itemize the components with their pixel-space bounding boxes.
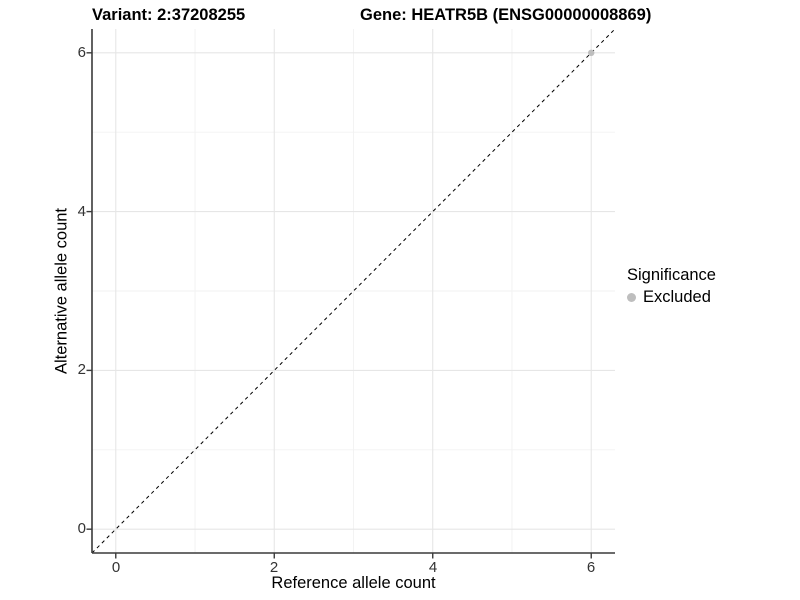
x-tick-label-6: 6 [586,559,596,576]
legend-entry-label: Excluded [643,288,711,306]
x-tick-label-4: 4 [428,559,438,576]
data-point-excluded [588,49,595,57]
y-tick-label-0: 0 [77,520,86,537]
y-tick-label-6: 6 [77,44,86,61]
legend-entry-excluded: Excluded [627,288,716,307]
y-tick-label-2: 2 [77,361,86,378]
y-axis-title: Alternative allele count [52,207,71,375]
legend-title: Significance [627,266,716,284]
identity-dashed-line [91,29,616,554]
x-tick-label-2: 2 [269,559,279,576]
x-tick-label-0: 0 [111,559,121,576]
plot-title-variant: Variant: 2:37208255 [92,6,246,24]
x-axis-title: Reference allele count [271,574,436,592]
legend: Significance Excluded [627,266,716,307]
plot-title-gene: Gene: HEATR5B (ENSG00000008869) [360,6,652,24]
legend-key-dot-icon [627,293,636,302]
plot-panel [86,29,616,559]
y-tick-label-4: 4 [77,203,86,220]
